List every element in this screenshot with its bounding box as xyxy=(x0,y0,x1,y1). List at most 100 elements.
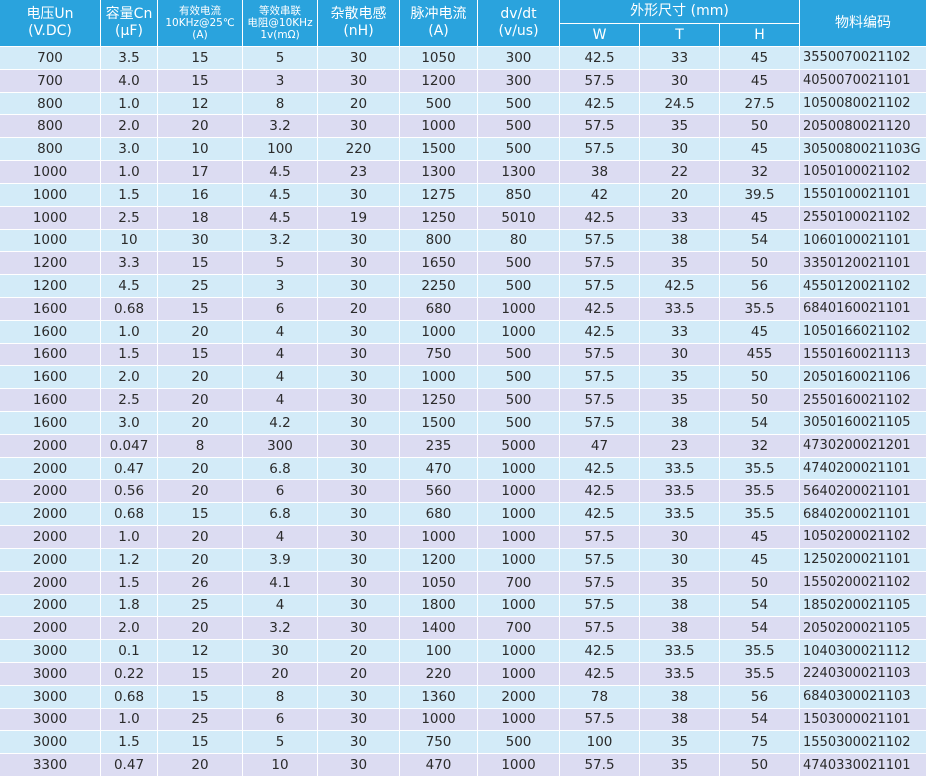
data-cell: 2000 xyxy=(0,457,101,481)
data-cell: 2000 xyxy=(0,571,101,595)
cell-text: 1000 xyxy=(501,757,536,774)
data-cell: 4.5 xyxy=(243,206,318,230)
data-cell: 1.0 xyxy=(101,526,158,549)
data-cell: 220 xyxy=(400,662,478,686)
data-cell: 800 xyxy=(0,115,101,139)
data-cell: 1000 xyxy=(478,320,560,344)
data-cell: 1000 xyxy=(400,526,478,549)
data-cell: 50 xyxy=(720,252,800,276)
data-cell: 42.5 xyxy=(560,640,640,663)
cell-text: 6840200021101 xyxy=(803,506,911,522)
cell-text: 1050 xyxy=(421,49,456,66)
data-cell: 45 xyxy=(720,526,800,549)
cell-text: 33 xyxy=(670,49,689,66)
cell-text: 4740330021101 xyxy=(803,757,911,773)
cell-text: 2000 xyxy=(32,483,68,500)
data-cell: 1000 xyxy=(478,754,560,777)
data-cell: 1850200021105 xyxy=(800,594,927,618)
cell-text: 500 xyxy=(425,95,452,112)
cell-text: 30 xyxy=(349,186,368,203)
data-cell: 30 xyxy=(318,252,400,276)
data-cell: 27.5 xyxy=(720,92,800,116)
data-cell: 1300 xyxy=(478,161,560,184)
cell-text: 57.5 xyxy=(584,72,615,89)
cell-text: 1550100021101 xyxy=(803,187,911,203)
cell-text: 2000 xyxy=(32,574,68,591)
data-cell: 15 xyxy=(158,662,243,686)
data-cell: 33.5 xyxy=(640,480,720,504)
cell-text: 38 xyxy=(670,597,689,614)
cell-text: 30 xyxy=(271,643,289,660)
cell-text: 30 xyxy=(349,757,368,774)
header-text: (nH) xyxy=(343,23,374,39)
data-cell: 32 xyxy=(720,161,800,184)
data-cell: 57.5 xyxy=(560,69,640,93)
cell-text: 1600 xyxy=(32,369,68,386)
data-cell: 35.5 xyxy=(720,503,800,527)
cell-text: 30 xyxy=(349,437,368,454)
data-cell: 1000 xyxy=(0,183,101,207)
data-cell: 80 xyxy=(478,229,560,253)
data-cell: 3.2 xyxy=(243,617,318,641)
data-cell: 30 xyxy=(318,503,400,527)
cell-text: 30 xyxy=(349,72,368,89)
cell-text: 56 xyxy=(750,688,769,705)
group-header-text: 外形尺寸 (mm) xyxy=(630,3,729,19)
cell-text: 0.56 xyxy=(113,483,145,500)
data-cell: 35 xyxy=(640,252,720,276)
data-cell: 1500 xyxy=(400,138,478,162)
data-cell: 42.5 xyxy=(560,206,640,230)
cell-text: 1.0 xyxy=(118,163,140,180)
data-cell: 1.5 xyxy=(101,731,158,755)
data-cell: 3 xyxy=(243,69,318,93)
data-cell: 4 xyxy=(243,320,318,344)
cell-text: 17 xyxy=(191,163,209,180)
cell-text: 1050166021102 xyxy=(803,324,911,340)
cell-text: 20 xyxy=(349,665,368,682)
data-cell: 850 xyxy=(478,183,560,207)
cell-text: 38 xyxy=(670,620,689,637)
data-cell: 1200 xyxy=(400,548,478,572)
cell-text: 45 xyxy=(750,209,769,226)
data-cell: 4050070021101 xyxy=(800,69,927,93)
cell-text: 220 xyxy=(425,665,452,682)
data-cell: 3000 xyxy=(0,662,101,686)
cell-text: 57.5 xyxy=(584,118,615,135)
cell-text: 57.5 xyxy=(584,369,615,386)
data-cell: 20 xyxy=(318,297,400,321)
cell-text: 2.5 xyxy=(118,209,140,226)
data-cell: 30 xyxy=(318,754,400,777)
cell-text: 57.5 xyxy=(584,141,615,158)
cell-text: 35 xyxy=(670,255,689,272)
cell-text: 30 xyxy=(349,688,368,705)
data-cell: 700 xyxy=(0,69,101,93)
cell-text: 30 xyxy=(349,118,368,135)
cell-text: 1000 xyxy=(32,186,68,203)
data-cell: 1503000021101 xyxy=(800,708,927,732)
data-cell: 33.5 xyxy=(640,457,720,481)
cell-text: 1300 xyxy=(421,163,456,180)
cell-text: 1400 xyxy=(421,620,456,637)
cell-text: 80 xyxy=(509,232,528,249)
data-cell: 5010 xyxy=(478,206,560,230)
group-header-cell: 外形尺寸 (mm) xyxy=(560,0,800,24)
data-cell: 6.8 xyxy=(243,503,318,527)
data-cell: 57.5 xyxy=(560,526,640,549)
cell-text: 1060100021101 xyxy=(803,232,911,248)
data-cell: 455 xyxy=(720,343,800,367)
cell-text: 42 xyxy=(590,186,609,203)
cell-text: 54 xyxy=(750,232,769,249)
cell-text: 33 xyxy=(670,323,689,340)
data-cell: 700 xyxy=(0,47,101,70)
data-cell: 1250 xyxy=(400,206,478,230)
cell-text: 1250200021101 xyxy=(803,552,911,568)
cell-text: 35 xyxy=(670,757,689,774)
cell-text: 30 xyxy=(670,528,689,545)
cell-text: 50 xyxy=(750,392,769,409)
cell-text: 57.5 xyxy=(584,414,615,431)
data-cell: 57.5 xyxy=(560,571,640,595)
cell-text: 20 xyxy=(191,460,209,477)
cell-text: 300 xyxy=(267,437,293,454)
cell-text: 1000 xyxy=(421,323,456,340)
cell-text: 57.5 xyxy=(584,346,615,363)
